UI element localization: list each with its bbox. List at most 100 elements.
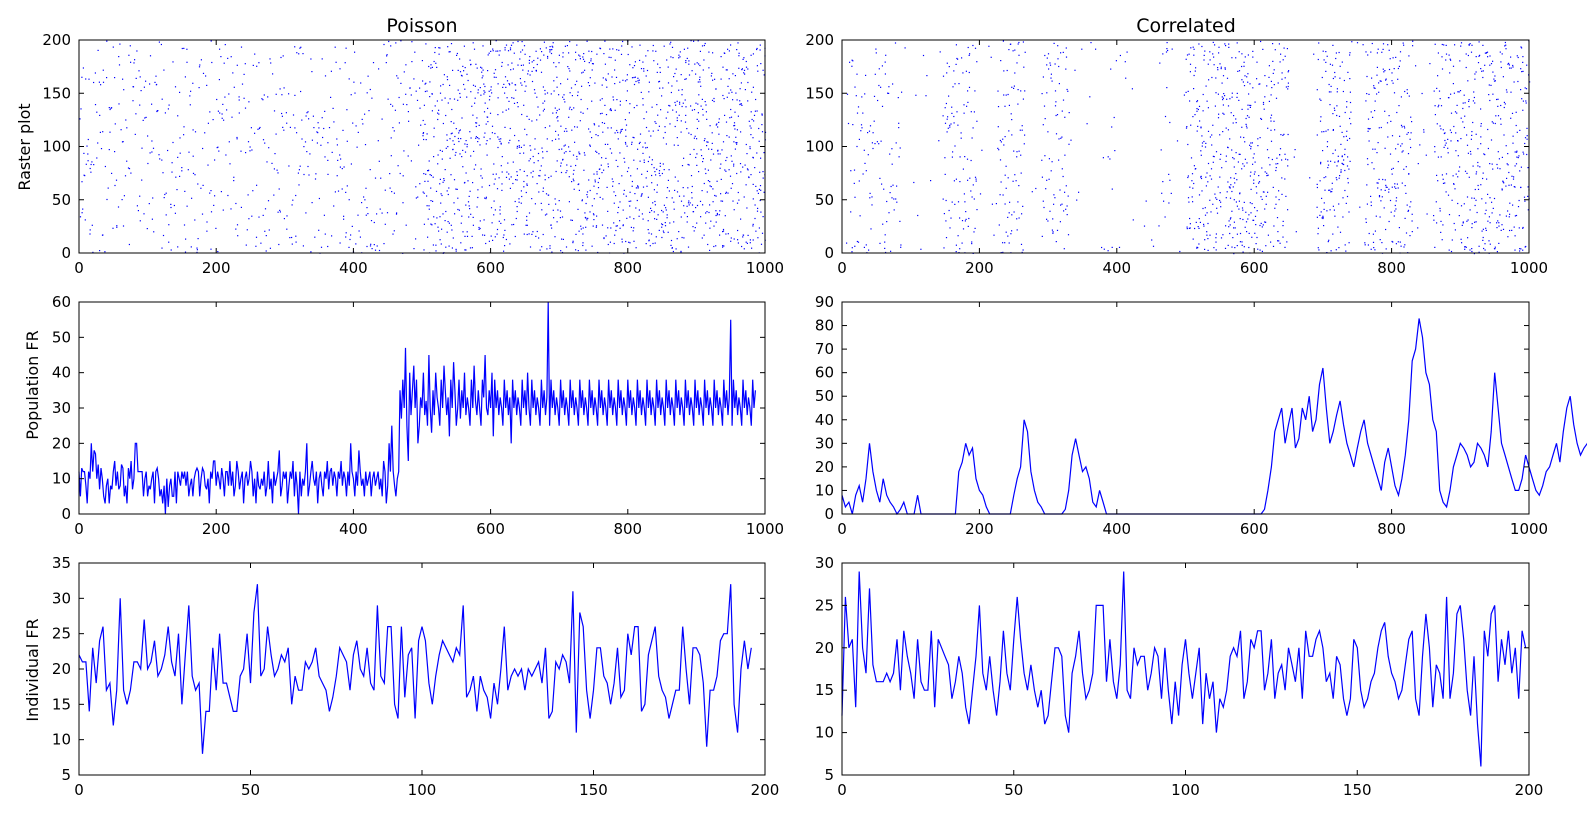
spike-point (551, 45, 553, 47)
spike-point (1243, 65, 1245, 67)
spike-point (1294, 149, 1296, 151)
spike-point (102, 81, 105, 83)
spike-point (1241, 65, 1243, 68)
spike-point (1380, 200, 1382, 202)
spike-point (504, 126, 506, 128)
spike-point (707, 169, 709, 171)
spike-point (487, 107, 489, 109)
spike-point (519, 58, 521, 60)
spike-point (474, 97, 476, 99)
spike-point (139, 104, 141, 106)
spike-point (625, 240, 627, 243)
spike-point (1236, 92, 1238, 94)
spike-point (968, 71, 970, 74)
spike-point (507, 50, 510, 52)
spike-point (1516, 131, 1518, 133)
spike-point (504, 229, 506, 231)
spike-point (470, 155, 472, 157)
spike-point (640, 91, 642, 93)
spike-point (1433, 215, 1435, 217)
spike-point (1074, 69, 1076, 71)
spike-point (544, 127, 546, 129)
spike-point (549, 245, 551, 247)
spike-point (1322, 215, 1324, 217)
spike-point (1231, 210, 1233, 212)
spike-point (275, 133, 277, 135)
spike-point (925, 95, 927, 97)
spike-point (655, 174, 657, 176)
spike-point (1245, 211, 1247, 213)
spike-point (1349, 160, 1351, 162)
spike-point (108, 149, 110, 151)
spike-point (953, 115, 955, 118)
spike-point (606, 186, 608, 188)
x-tick-label: 400 (1102, 259, 1131, 277)
spike-point (856, 73, 858, 75)
spike-point (304, 141, 307, 143)
spike-point (1517, 80, 1519, 83)
spike-point (1514, 249, 1516, 251)
spike-point (1270, 117, 1272, 119)
spike-point (437, 154, 439, 156)
spike-point (1212, 161, 1214, 163)
spike-point (748, 176, 750, 178)
spike-point (1328, 239, 1330, 241)
spike-point (613, 191, 615, 193)
spike-point (680, 120, 682, 122)
spike-point (956, 111, 958, 113)
spike-point (1460, 238, 1462, 240)
spike-point (232, 72, 234, 74)
spike-point (691, 109, 693, 111)
spike-point (1367, 163, 1369, 166)
spike-point (1259, 224, 1261, 227)
spike-point (737, 115, 739, 117)
spike-point (543, 54, 545, 56)
spike-point (1440, 105, 1443, 107)
spike-point (607, 210, 609, 212)
spike-point (1201, 142, 1204, 144)
spike-point (645, 177, 647, 179)
spike-point (896, 201, 898, 203)
spike-point (118, 103, 120, 105)
spike-point (760, 157, 762, 159)
spike-point (1252, 56, 1254, 58)
spike-point (340, 158, 342, 160)
spike-point (1517, 157, 1519, 159)
spike-point (275, 93, 277, 95)
spike-point (665, 143, 667, 145)
spike-point (561, 216, 564, 218)
spike-point (1064, 154, 1066, 156)
spike-point (430, 174, 432, 177)
spike-point (619, 220, 621, 222)
spike-point (650, 233, 653, 235)
spike-point (667, 179, 669, 181)
spike-point (1048, 68, 1050, 70)
spike-point (466, 231, 468, 233)
spike-point (1041, 93, 1043, 95)
spike-point (278, 243, 280, 246)
spike-point (1251, 142, 1253, 144)
spike-point (751, 118, 753, 121)
spike-point (342, 129, 344, 131)
spike-point (122, 78, 124, 80)
spike-point (524, 81, 526, 83)
spike-point (579, 153, 581, 155)
spike-point (1484, 64, 1486, 66)
spike-point (429, 174, 431, 176)
spike-point (1492, 60, 1494, 62)
spike-point (881, 183, 883, 185)
spike-point (1337, 226, 1339, 228)
spike-point (509, 49, 512, 51)
spike-point (618, 183, 620, 185)
spike-point (85, 163, 87, 165)
spike-point (532, 155, 534, 158)
spike-point (661, 223, 663, 225)
spike-point (654, 242, 656, 244)
spike-point (1008, 49, 1010, 51)
spike-point (668, 190, 670, 192)
spike-point (331, 235, 333, 237)
spike-point (1248, 116, 1250, 118)
spike-point (1167, 49, 1169, 52)
spike-point (562, 96, 564, 98)
spike-point (668, 169, 670, 171)
